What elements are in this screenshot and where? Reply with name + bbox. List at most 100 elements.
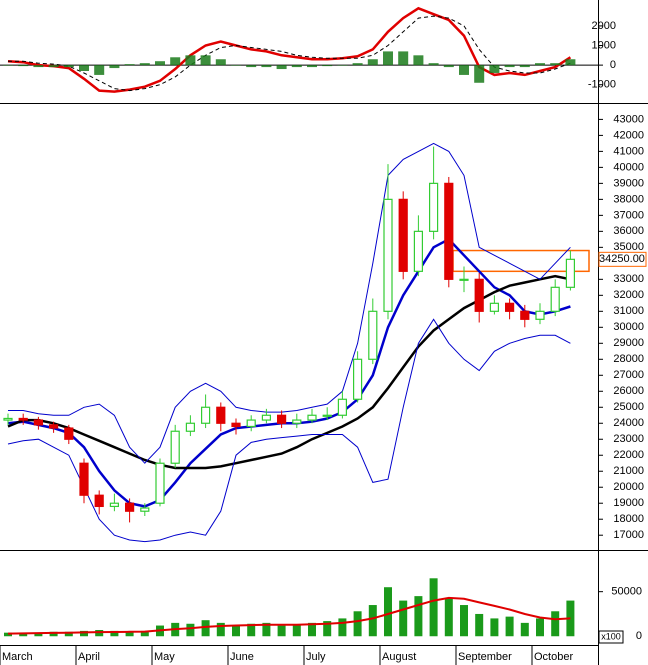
volume-bar <box>262 622 271 637</box>
y-tick-label: 18000 <box>613 513 644 525</box>
candle-body <box>307 414 317 421</box>
y-tick-label: 27000 <box>613 369 644 381</box>
histogram-bar <box>474 65 485 83</box>
histogram-bar <box>276 65 287 70</box>
histogram-bar <box>352 63 363 66</box>
volume-bar <box>64 631 73 637</box>
y-tick-label: 43000 <box>613 113 644 125</box>
histogram-bar <box>33 65 44 68</box>
volume-bar <box>460 605 468 637</box>
y-tick-label: 38000 <box>613 193 644 205</box>
candle-body <box>18 417 28 421</box>
y-tick-label: 0 <box>610 59 616 71</box>
unit-box <box>598 630 624 644</box>
histogram-bar <box>535 63 545 66</box>
candle-body <box>216 406 226 424</box>
histogram-bar <box>443 65 454 68</box>
y-tick-label: 17000 <box>613 529 644 541</box>
y-tick-label: 32000 <box>613 289 644 301</box>
volume-bar <box>490 618 499 637</box>
y-tick-label: 33000 <box>613 273 644 285</box>
candle-body <box>565 258 576 288</box>
volume-bar <box>338 618 347 637</box>
y-tick-label: 28000 <box>613 353 644 365</box>
candle-body <box>292 419 302 424</box>
x-tick-label: June <box>230 651 254 663</box>
y-tick-label: 35000 <box>613 241 644 253</box>
indicator-line <box>7 237 571 508</box>
y-tick-label: 40000 <box>613 161 644 173</box>
candle-body <box>535 310 545 320</box>
unit-label: x100 <box>601 631 621 641</box>
candle-body <box>109 502 120 508</box>
indicator-line <box>7 318 571 543</box>
candle-body <box>444 182 454 280</box>
candle-body <box>231 422 241 428</box>
volume-ma <box>7 596 571 635</box>
histogram-bar <box>18 65 29 67</box>
volume-bar <box>80 630 88 637</box>
volume-bar <box>277 625 286 637</box>
y-tick-label: 2000 <box>592 20 616 32</box>
candle-body <box>170 430 180 464</box>
volume-bar <box>216 622 225 637</box>
histogram-bar <box>367 59 378 66</box>
x-tick-label: October <box>534 651 573 663</box>
y-tick-label: 29000 <box>613 337 644 349</box>
candle-body <box>94 494 104 508</box>
volume-bar <box>125 631 134 637</box>
histogram-bar <box>124 64 135 66</box>
histogram-bar <box>489 65 500 73</box>
histogram-bar <box>48 65 59 68</box>
volume-bar <box>429 578 438 637</box>
volume-bar <box>505 616 514 637</box>
candle-body <box>48 424 59 429</box>
y-tick-label: 30000 <box>613 321 644 333</box>
volume-bar <box>323 621 332 637</box>
candle-body <box>201 406 211 424</box>
volume-bar <box>444 598 453 637</box>
histogram-bar <box>231 65 241 66</box>
y-tick-label: 23000 <box>613 433 644 445</box>
candle-body <box>413 230 423 272</box>
y-tick-label: 21000 <box>613 465 644 477</box>
candle-body <box>520 310 530 320</box>
histogram-bar <box>428 63 439 66</box>
histogram-bar <box>307 65 317 68</box>
y-tick-label: 0 <box>636 630 642 642</box>
candle-body <box>368 310 378 360</box>
histogram-bar <box>79 65 89 72</box>
volume-bar <box>292 624 301 637</box>
volume-bar <box>4 632 12 637</box>
volume-bar <box>201 620 210 637</box>
volume-bar <box>232 625 240 637</box>
histogram-bar <box>3 65 13 66</box>
y-tick-label: 19000 <box>613 497 644 509</box>
y-tick-label: 41000 <box>613 145 644 157</box>
histogram-bar <box>185 55 196 66</box>
volume-bar <box>414 596 423 637</box>
candle-body <box>337 398 347 416</box>
y-tick-label: 26000 <box>613 385 644 397</box>
y-tick-label: 39000 <box>613 177 644 189</box>
candle-body <box>140 507 150 512</box>
volume-bar <box>384 587 392 637</box>
volume-bar <box>19 633 28 637</box>
volume-bar <box>368 605 377 637</box>
candle-body <box>550 286 560 312</box>
histogram-bar <box>322 65 333 67</box>
y-tick-label: -1000 <box>588 79 616 91</box>
y-tick-label: 50000 <box>611 586 642 598</box>
volume-bar <box>475 613 484 637</box>
x-tick-label: July <box>306 651 326 663</box>
histogram-bar <box>413 55 424 66</box>
volume-bar <box>551 611 560 637</box>
candle-body <box>459 278 469 281</box>
volume-bar <box>399 600 408 637</box>
volume-bar <box>247 623 256 637</box>
candle-body <box>398 198 408 272</box>
x-tick-label: September <box>458 651 512 663</box>
candle-body <box>155 462 165 504</box>
histogram-bar <box>383 51 393 66</box>
candle-body <box>353 358 363 400</box>
